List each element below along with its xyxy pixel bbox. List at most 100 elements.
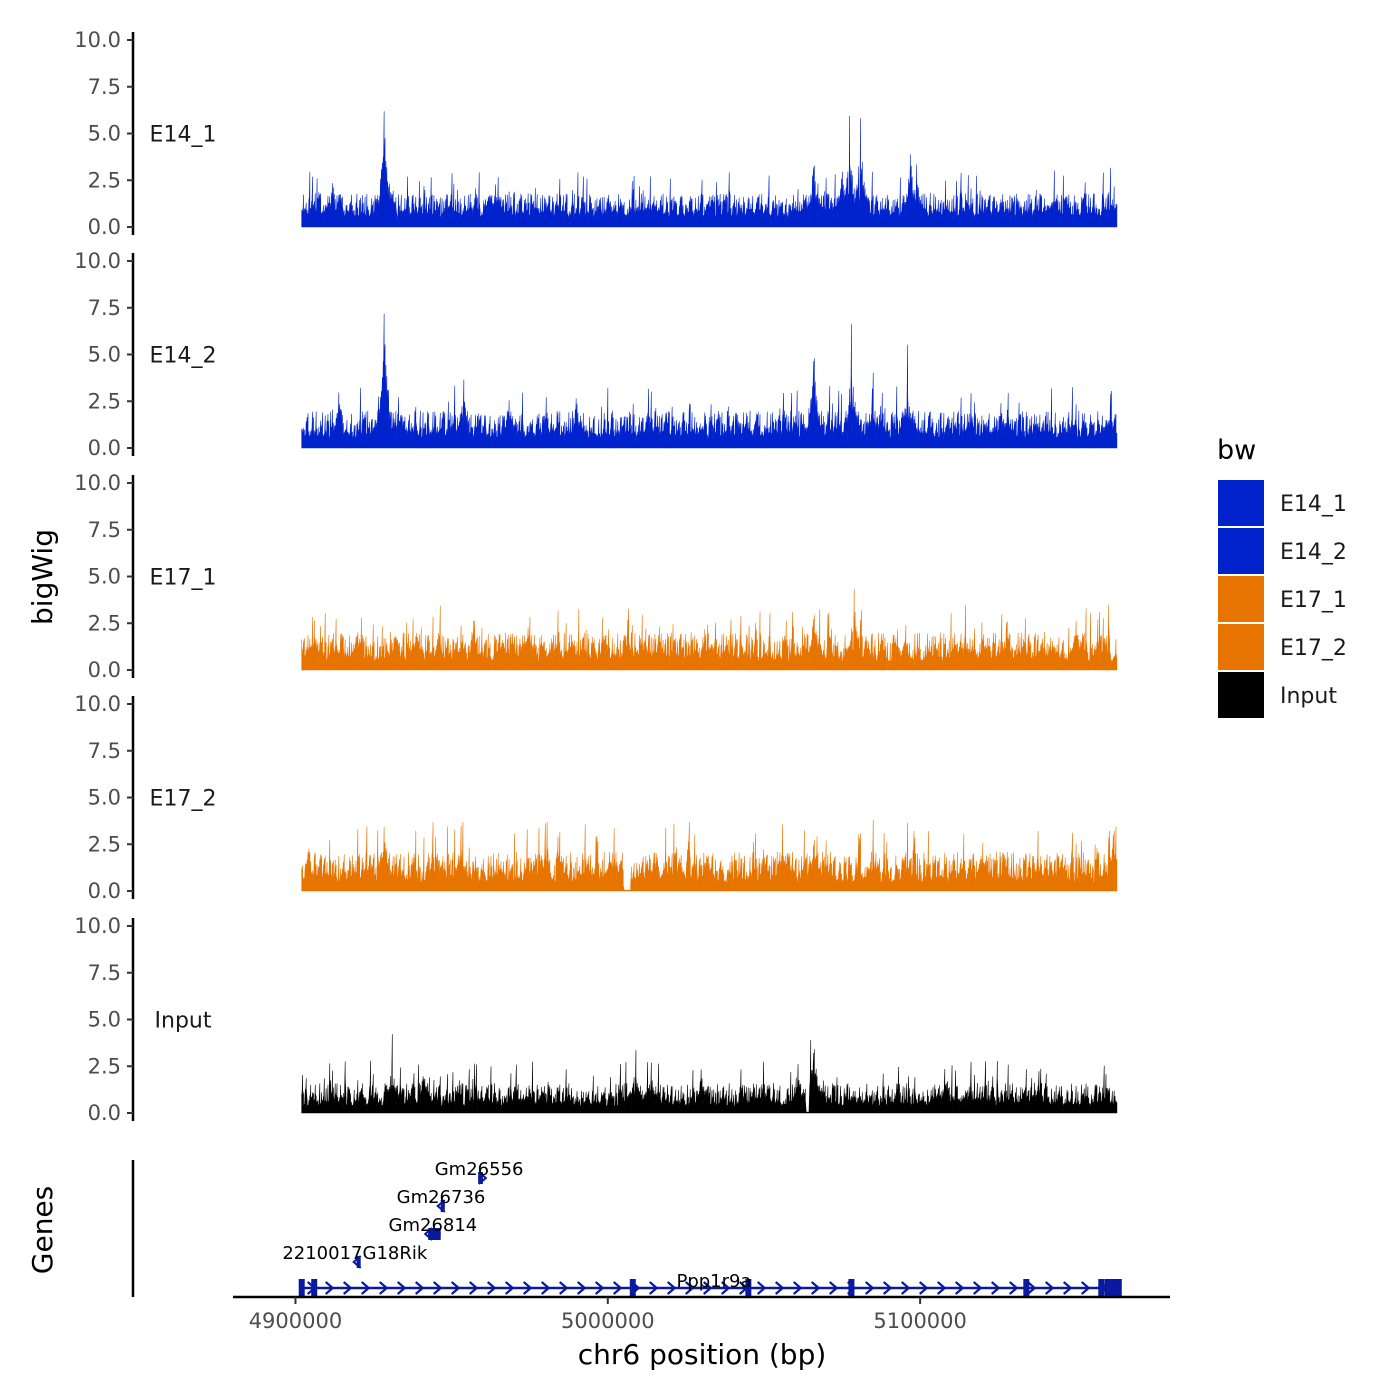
y-tick-label: 10.0 — [74, 471, 121, 495]
coverage-area-E17_1 — [301, 588, 1118, 671]
y-tick-label: 7.5 — [88, 739, 121, 763]
y-tick-label: 0.0 — [88, 658, 121, 682]
y-axis-title: bigWig — [26, 529, 59, 625]
x-tick-label: 5000000 — [561, 1309, 655, 1333]
track-E14_2: 0.0 2.5 5.0 7.5 10.0 E14_2 — [74, 249, 1118, 460]
genes-axis-title: Genes — [26, 1186, 59, 1274]
track-E17_2: 0.0 2.5 5.0 7.5 10.0 E17_2 — [74, 692, 1118, 903]
legend-swatch-E14_1 — [1218, 480, 1264, 526]
gene-Ppp1r9a: Ppp1r9a — [298, 1271, 1122, 1297]
strand-arrow — [1062, 1281, 1073, 1295]
y-tick-label: 2.5 — [88, 611, 121, 635]
strand-arrow — [828, 1281, 839, 1295]
track-label: E14_2 — [150, 344, 217, 369]
exon — [311, 1279, 318, 1297]
strand-arrow — [504, 1281, 515, 1295]
strand-arrow — [324, 1281, 335, 1295]
y-tick-label: 7.5 — [88, 296, 121, 320]
x-tick-label: 5100000 — [873, 1309, 967, 1333]
exon — [629, 1279, 636, 1297]
strand-arrow — [1044, 1281, 1055, 1295]
y-tick-label: 7.5 — [88, 518, 121, 542]
y-tick-label: 5.0 — [88, 786, 121, 810]
track-label: E14_1 — [150, 123, 217, 148]
legend-swatch-E17_1 — [1218, 576, 1264, 622]
y-tick-label: 0.0 — [88, 879, 121, 903]
strand-arrow — [360, 1281, 371, 1295]
y-tick-label: 0.0 — [88, 436, 121, 460]
strand-arrow — [792, 1281, 803, 1295]
gene-Gm26556: Gm26556 — [435, 1159, 523, 1185]
strand-arrow — [423, 1227, 433, 1241]
legend-swatch-E14_2 — [1218, 528, 1264, 574]
strand-arrow — [342, 1281, 353, 1295]
strand-arrow — [486, 1281, 497, 1295]
gene-label: 2210017G18Rik — [282, 1243, 428, 1264]
x-axis-title: chr6 position (bp) — [578, 1338, 827, 1371]
gene-label: Gm26814 — [389, 1215, 478, 1236]
y-tick-label: 5.0 — [88, 343, 121, 367]
strand-arrow — [378, 1281, 389, 1295]
strand-arrow — [990, 1281, 1001, 1295]
y-tick-label: 5.0 — [88, 122, 121, 146]
strand-arrow — [666, 1281, 677, 1295]
coverage-area-E14_2 — [301, 313, 1118, 449]
strand-arrow — [468, 1281, 479, 1295]
exon — [745, 1279, 752, 1297]
y-tick-label: 2.5 — [88, 832, 121, 856]
exon — [356, 1256, 361, 1268]
exon — [1098, 1279, 1105, 1297]
gene-Gm26736: Gm26736 — [397, 1187, 485, 1213]
legend-label-E17_1: E17_1 — [1280, 588, 1347, 613]
y-tick-label: 5.0 — [88, 565, 121, 589]
x-tick-label: 4900000 — [249, 1309, 343, 1333]
strand-arrow — [684, 1281, 695, 1295]
strand-arrow — [864, 1281, 875, 1295]
strand-arrow — [432, 1281, 443, 1295]
gene-label: Ppp1r9a — [676, 1271, 751, 1292]
strand-arrow — [558, 1281, 569, 1295]
y-tick-label: 10.0 — [74, 249, 121, 273]
exon — [298, 1279, 305, 1297]
strand-arrow — [936, 1281, 947, 1295]
strand-arrow — [1080, 1281, 1091, 1295]
strand-arrow — [576, 1281, 587, 1295]
exon — [478, 1172, 483, 1184]
exon — [428, 1228, 441, 1240]
legend-swatch-E17_2 — [1218, 624, 1264, 670]
strand-arrow — [414, 1281, 425, 1295]
y-tick-label: 10.0 — [74, 28, 121, 52]
y-tick-label: 0.0 — [88, 215, 121, 239]
track-label: E17_1 — [150, 566, 217, 591]
strand-arrow — [810, 1281, 821, 1295]
strand-arrow — [756, 1281, 767, 1295]
y-tick-label: 0.0 — [88, 1101, 121, 1125]
strand-arrow — [900, 1281, 911, 1295]
strand-arrow — [522, 1281, 533, 1295]
x-axis: 4900000 5000000 5100000 — [233, 1295, 1170, 1333]
y-tick-label: 7.5 — [88, 75, 121, 99]
gene-track: 2210017G18Rik Gm26814 Gm26736 Gm26556 Ppp1r9… — [131, 1159, 1122, 1297]
strand-arrow — [918, 1281, 929, 1295]
strand-arrow — [954, 1281, 965, 1295]
exon — [1105, 1279, 1122, 1297]
strand-arrow — [882, 1281, 893, 1295]
legend-title: bw — [1217, 435, 1256, 466]
strand-arrow — [612, 1281, 623, 1295]
exon — [440, 1200, 445, 1212]
track-E14_1: 0.0 2.5 5.0 7.5 10.0 E14_1 — [74, 28, 1118, 239]
strand-arrow — [1008, 1281, 1019, 1295]
strand-arrow — [648, 1281, 659, 1295]
legend-label-E17_2: E17_2 — [1280, 636, 1347, 661]
track-label: E17_2 — [150, 787, 217, 812]
y-tick-label: 2.5 — [88, 168, 121, 192]
strand-arrow — [450, 1281, 461, 1295]
gene-Gm26814: Gm26814 — [389, 1215, 478, 1241]
strand-arrow — [352, 1255, 362, 1269]
strand-arrow — [436, 1199, 446, 1213]
legend: bw E14_1 E14_2 E17_1 E17_2 Input — [1217, 435, 1347, 718]
y-tick-label: 7.5 — [88, 961, 121, 985]
coverage-area-Input — [301, 1034, 1118, 1114]
track-E17_1: 0.0 2.5 5.0 7.5 10.0 E17_1 — [74, 471, 1118, 682]
